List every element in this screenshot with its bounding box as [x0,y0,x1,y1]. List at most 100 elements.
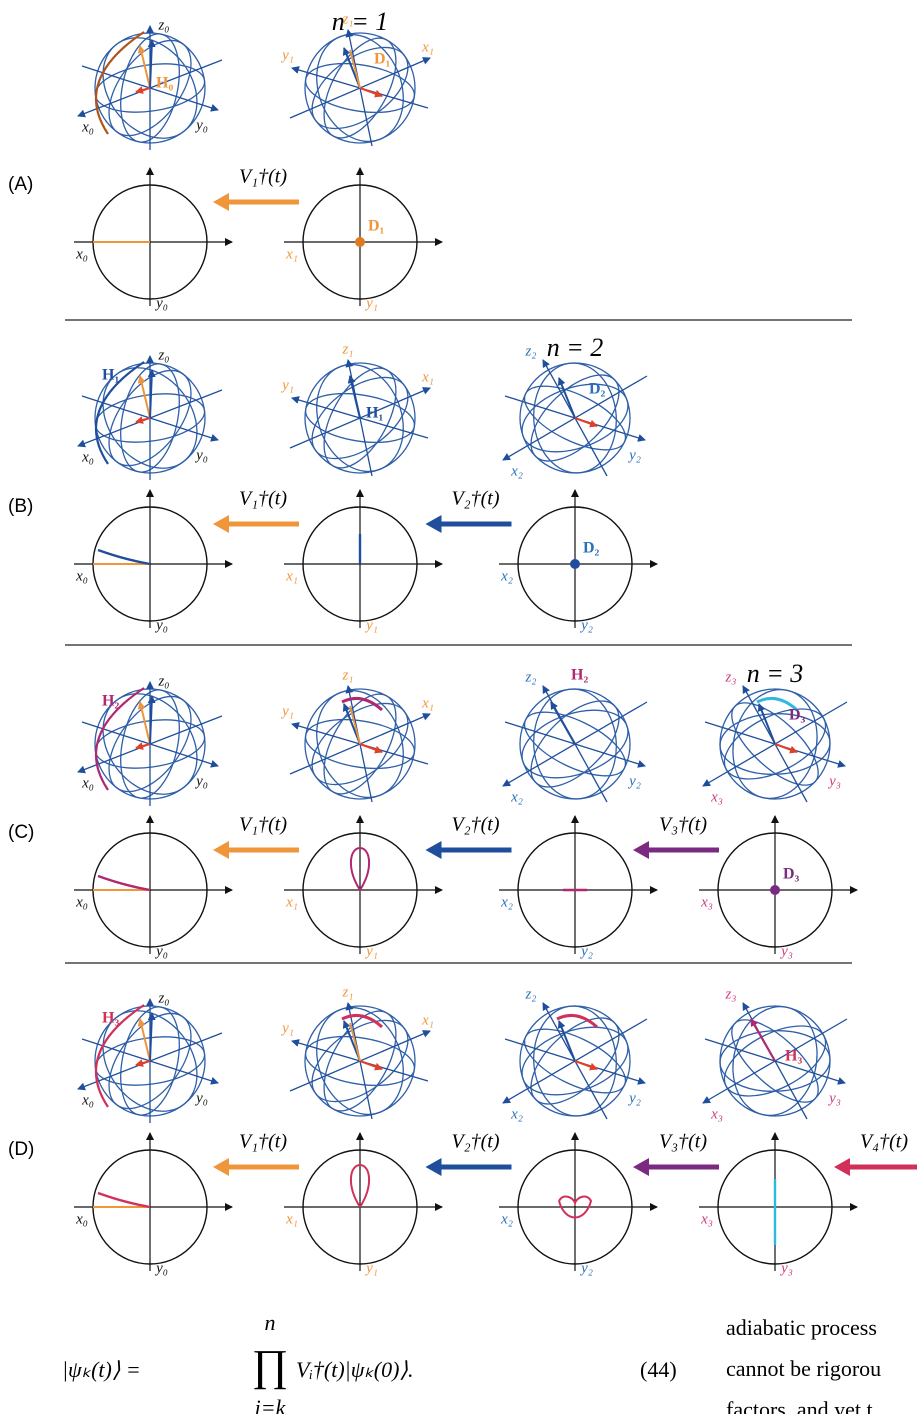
projection-plot: x₃ y₃ [699,1133,857,1276]
bloch-sphere: z₂ x₂ y₂ D₂ [503,343,647,479]
x-axis-label: x₂ [500,568,513,584]
equation-product: ∏ [252,1341,288,1390]
x-axis-label: x₀ [75,894,88,910]
x-axis-label: x₂ [500,894,513,910]
transform-arrow-head [213,841,229,859]
bloch-sphere: z₁x₁y₁ [280,667,434,810]
sphere-axis-label: y₁ [280,377,294,393]
projection-plot: x₀ y₀ [74,1133,232,1276]
panel-label: (C) [8,822,34,843]
trajectory [98,1193,150,1207]
point-label: D₁ [368,218,385,235]
x-axis-label: x₃ [700,1211,713,1227]
sphere-axis-label: y₀ [194,117,208,133]
equation-upper: n [265,1310,276,1335]
y-axis-label: y₁ [364,295,378,311]
x-axis-label: x₁ [285,246,298,262]
sphere-axis-label: z₂ [524,669,536,685]
transform-arrow-head [633,1158,649,1176]
sphere-axis-label: z₁ [341,984,353,1000]
sphere-axis-label: z₀ [157,673,169,689]
transform-label: V₁†(t) [239,1131,287,1153]
transform-arrow-head [213,193,229,211]
sphere-axis-label: z₂ [524,343,536,359]
bloch-sphere: z₀x₀y₀H₁ [78,347,222,486]
body-text: cannot be rigorou [726,1356,881,1381]
point-label: D₃ [783,866,800,883]
sphere-axis-label: x₀ [81,1092,94,1108]
sphere-axis-label: y₀ [194,1090,208,1106]
sphere-axis-label: x₁ [421,695,434,711]
transform-label: V₃†(t) [659,814,707,836]
sphere-axis-label: z₃ [724,986,736,1002]
vector [360,744,382,752]
n-label: n = 3 [747,659,804,688]
sphere-axis-label: x₁ [421,369,434,385]
bloch-sphere: z₁ x₁ y₁ D₁ [280,11,434,154]
vector-label: D₁ [374,51,391,68]
vector-label: H₀ [156,75,173,92]
x-axis-label: x₀ [75,1211,88,1227]
transform-arrow-head [834,1158,850,1176]
sphere-axis-label: y₁ [280,47,294,63]
transform-label: V₃†(t) [659,1131,707,1153]
bloch-sphere: z₂x₂y₂ [503,986,647,1122]
transform-arrow-head [426,841,442,859]
sphere-axis-label: z₀ [157,347,169,363]
sphere-axis-label: z₀ [157,17,169,33]
vector [140,1019,150,1061]
vector-label: H₃ [785,1048,802,1065]
projection-plot: x₀ y₀ [74,816,232,959]
point-label: D₂ [583,540,600,557]
vector-label: H₃ [102,1010,119,1027]
x-axis-label: x₀ [75,568,88,584]
sphere-axis-label: y₃ [827,773,841,789]
x-axis-label: x₁ [285,1211,298,1227]
y-axis-label: y₃ [779,943,793,959]
sphere-axis-label: z₁ [341,11,353,27]
transform-label: V₁†(t) [239,166,287,188]
transform-arrow-head [633,841,649,859]
y-axis-label: y₀ [154,1260,168,1276]
trajectory [98,876,150,890]
y-axis-label: y₁ [364,1260,378,1276]
sphere-axis-label: x₂ [510,789,523,805]
projection-plot: x₁y₁ [284,816,442,959]
trajectory [98,550,150,564]
vector [559,1021,575,1061]
transform-label: V₁†(t) [239,488,287,510]
sphere-axis-label: y₃ [827,1090,841,1106]
sphere-axis-label: x₁ [421,39,434,55]
vector-label: D₃ [789,707,806,724]
sphere-axis-label: x₂ [510,463,523,479]
y-axis-label: y₂ [579,617,593,633]
projection-plot: x₂ y₂ D₂ [499,490,657,633]
y-axis-label: y₀ [154,295,168,311]
panel-label: (B) [8,496,33,517]
projection-plot: x₁ y₁ [284,1133,442,1276]
vector [559,378,575,418]
y-axis-label: y₂ [579,943,593,959]
sphere-axis-label: y₁ [280,703,294,719]
sphere-axis-label: x₂ [510,1106,523,1122]
equation-number: (44) [640,1357,677,1382]
y-axis-label: y₃ [779,1260,793,1276]
bloch-sphere: z₃x₃y₃D₃ [703,669,847,806]
vector [140,46,150,88]
projection-plot: x₂ y₂ [499,816,657,959]
transform-label: V₁†(t) [239,814,287,836]
transform-label: V₂†(t) [451,814,499,836]
equation-rhs: Vᵢ†(t)|ψₖ(0)⟩. [296,1357,414,1382]
sphere-axis-label: y₂ [627,773,641,789]
sphere-axis-label: y₂ [627,447,641,463]
figure: (A)n = 1z₀x₀y₀H₀x₀y₀z₁x₁y₁D₁x₁y₁D₁V₁†(t)… [0,0,917,1414]
transform-arrow-head [426,515,442,533]
n-label: n = 2 [547,333,604,362]
bloch-sphere: z₁x₁y₁ [280,984,434,1127]
vector-label: D₂ [589,381,606,398]
y-axis-label: y₀ [154,943,168,959]
sphere-axis-label: x₀ [81,119,94,135]
